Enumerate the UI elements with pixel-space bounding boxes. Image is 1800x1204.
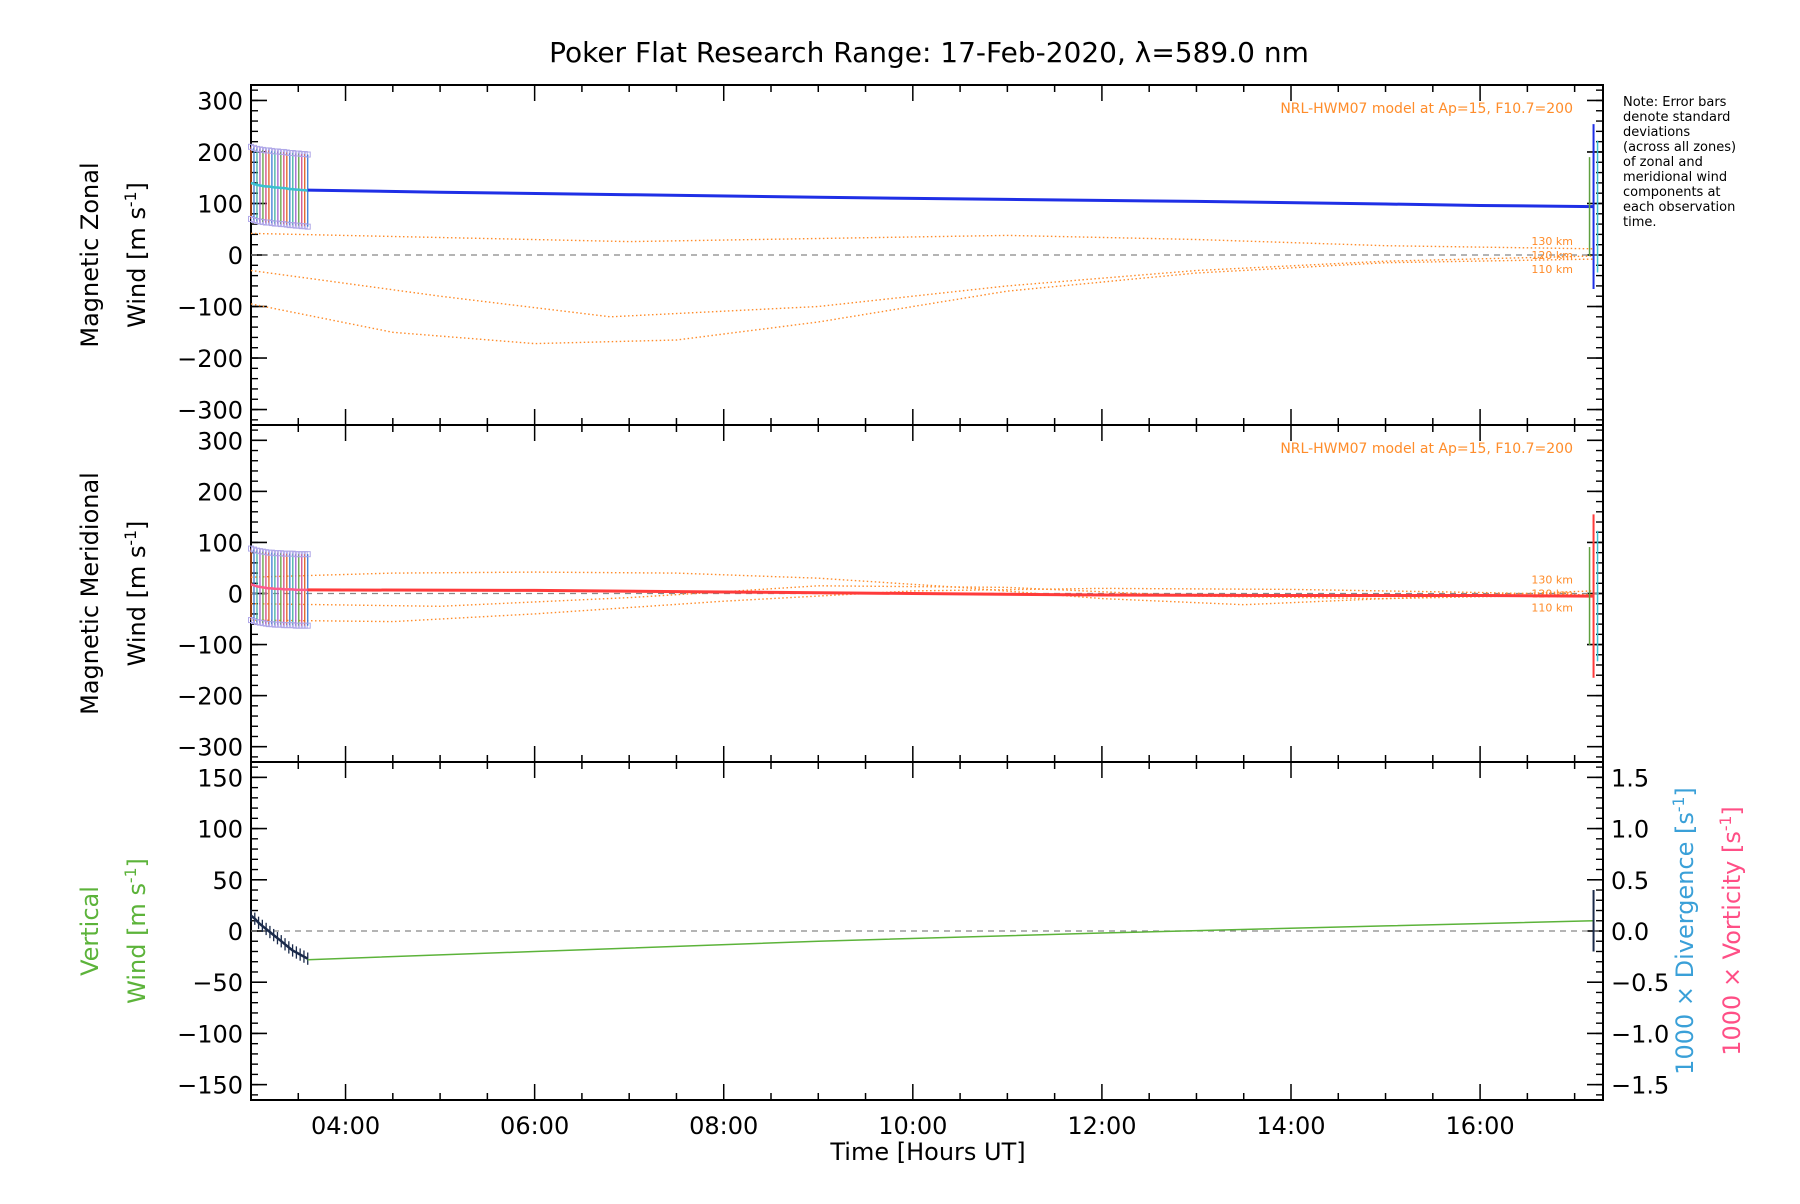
vertical-wind-panel: −150 −100 −50 0 50 100 150 Vertical Wind [m s-1]… (76, 761, 1746, 1101)
model-altitude-label: 110 km (1531, 263, 1573, 276)
model-label: NRL-HWM07 model at Ap=15, F10.7=200 (1280, 101, 1573, 117)
model-curve (250, 232, 1594, 250)
y-tick-label: 0 (228, 242, 243, 270)
right-tick-label: 0.5 (1611, 867, 1649, 895)
x-axis: 04:00 06:00 08:00 10:00 12:00 14:00 16:00 (311, 1112, 1515, 1140)
model-altitude-label: 130 km (1531, 574, 1573, 587)
model-altitude-label: 130 km (1531, 235, 1573, 248)
y-tick-label: 100 (197, 816, 243, 844)
model-curve (250, 587, 1594, 623)
model-curve (250, 255, 1594, 318)
y-tick-label: −300 (177, 734, 243, 762)
x-tick-label: 14:00 (1256, 1112, 1325, 1140)
right-tick-label: 1.5 (1611, 764, 1649, 792)
meridional-wind-panel: −300 −200 −100 0 100 200 300 Magnetic Meridiona… (76, 424, 1604, 763)
note-line: (across all zones) (1623, 140, 1736, 155)
model-label: NRL-HWM07 model at Ap=15, F10.7=200 (1280, 441, 1573, 457)
error-bar-note: Note: Error bars denote standard deviati… (1623, 95, 1736, 230)
zonal-wind-panel: −300 −200 −100 0 100 200 300 Magnetic Zonal Wind… (76, 84, 1604, 426)
model-altitude-label: 110 km (1531, 602, 1573, 615)
note-line: time. (1623, 215, 1657, 230)
note-line: each observation (1623, 200, 1735, 215)
x-tick-label: 10:00 (878, 1112, 947, 1140)
x-tick-label: 12:00 (1067, 1112, 1136, 1140)
right-tick-label: 0.0 (1611, 918, 1649, 946)
vorticity-axis-label: 1000 × Vorticity [s-1] (1717, 806, 1746, 1056)
y-axis-label: Magnetic Meridional (76, 472, 104, 715)
model-altitude-label: 120 km (1531, 588, 1573, 601)
obs-series-line (307, 920, 1594, 961)
early-obs-line (250, 181, 308, 192)
x-tick-label: 16:00 (1446, 1112, 1515, 1140)
y-axis-label-units: Wind [m s-1] (122, 858, 151, 1004)
y-tick-label: −200 (177, 345, 243, 373)
obs-series-line (307, 188, 1594, 209)
error-marker (304, 223, 311, 230)
model-curve (250, 571, 1594, 606)
y-tick-label: −100 (177, 1020, 243, 1048)
x-tick-label: 08:00 (689, 1112, 758, 1140)
y-tick-label: −50 (192, 969, 243, 997)
y-tick-label: 50 (212, 867, 243, 895)
right-tick-label: −1.0 (1611, 1020, 1669, 1048)
y-tick-label: 0 (228, 581, 243, 609)
note-line: deviations (1623, 125, 1690, 140)
y-tick-label: −100 (177, 294, 243, 322)
note-line: of zonal and (1623, 155, 1703, 170)
y-axis-label: Magnetic Zonal (76, 162, 104, 347)
y-axis-label: Vertical (76, 886, 104, 976)
y-tick-label: −150 (177, 1072, 243, 1100)
model-curve (250, 585, 1594, 608)
y-tick-label: 300 (197, 87, 243, 115)
y-tick-label: 100 (197, 190, 243, 218)
model-altitude-label: 120 km (1531, 249, 1573, 262)
note-line: meridional wind (1623, 170, 1727, 185)
y-tick-label: 150 (197, 764, 243, 792)
error-marker (304, 622, 311, 629)
divergence-axis-label: 1000 × Divergence [s-1] (1670, 787, 1699, 1075)
right-tick-label: 1.0 (1611, 816, 1649, 844)
y-axis-label-units: Wind [m s-1] (122, 182, 151, 328)
x-tick-label: 04:00 (311, 1112, 380, 1140)
error-marker (304, 151, 311, 158)
y-tick-label: −100 (177, 632, 243, 660)
y-tick-label: −200 (177, 683, 243, 711)
early-obs-line (250, 583, 308, 592)
obs-series-line (307, 588, 1594, 598)
y-tick-label: 300 (197, 427, 243, 455)
y-tick-label: 0 (228, 918, 243, 946)
x-axis-label: Time [Hours UT] (829, 1138, 1025, 1166)
y-tick-label: −300 (177, 397, 243, 425)
note-line: Note: Error bars (1623, 95, 1727, 110)
y-tick-label: 200 (197, 478, 243, 506)
model-curve (250, 258, 1594, 345)
right-tick-label: −1.5 (1611, 1072, 1669, 1100)
y-axis-label-units: Wind [m s-1] (122, 521, 151, 667)
x-tick-label: 06:00 (500, 1112, 569, 1140)
note-line: components at (1623, 185, 1721, 200)
error-marker (304, 551, 311, 558)
y-tick-label: 100 (197, 529, 243, 557)
chart-title: Poker Flat Research Range: 17-Feb-2020, … (549, 36, 1309, 69)
note-line: denote standard (1623, 110, 1730, 125)
y-tick-label: 200 (197, 139, 243, 167)
early-obs-line (250, 914, 309, 960)
right-tick-label: −0.5 (1611, 969, 1669, 997)
